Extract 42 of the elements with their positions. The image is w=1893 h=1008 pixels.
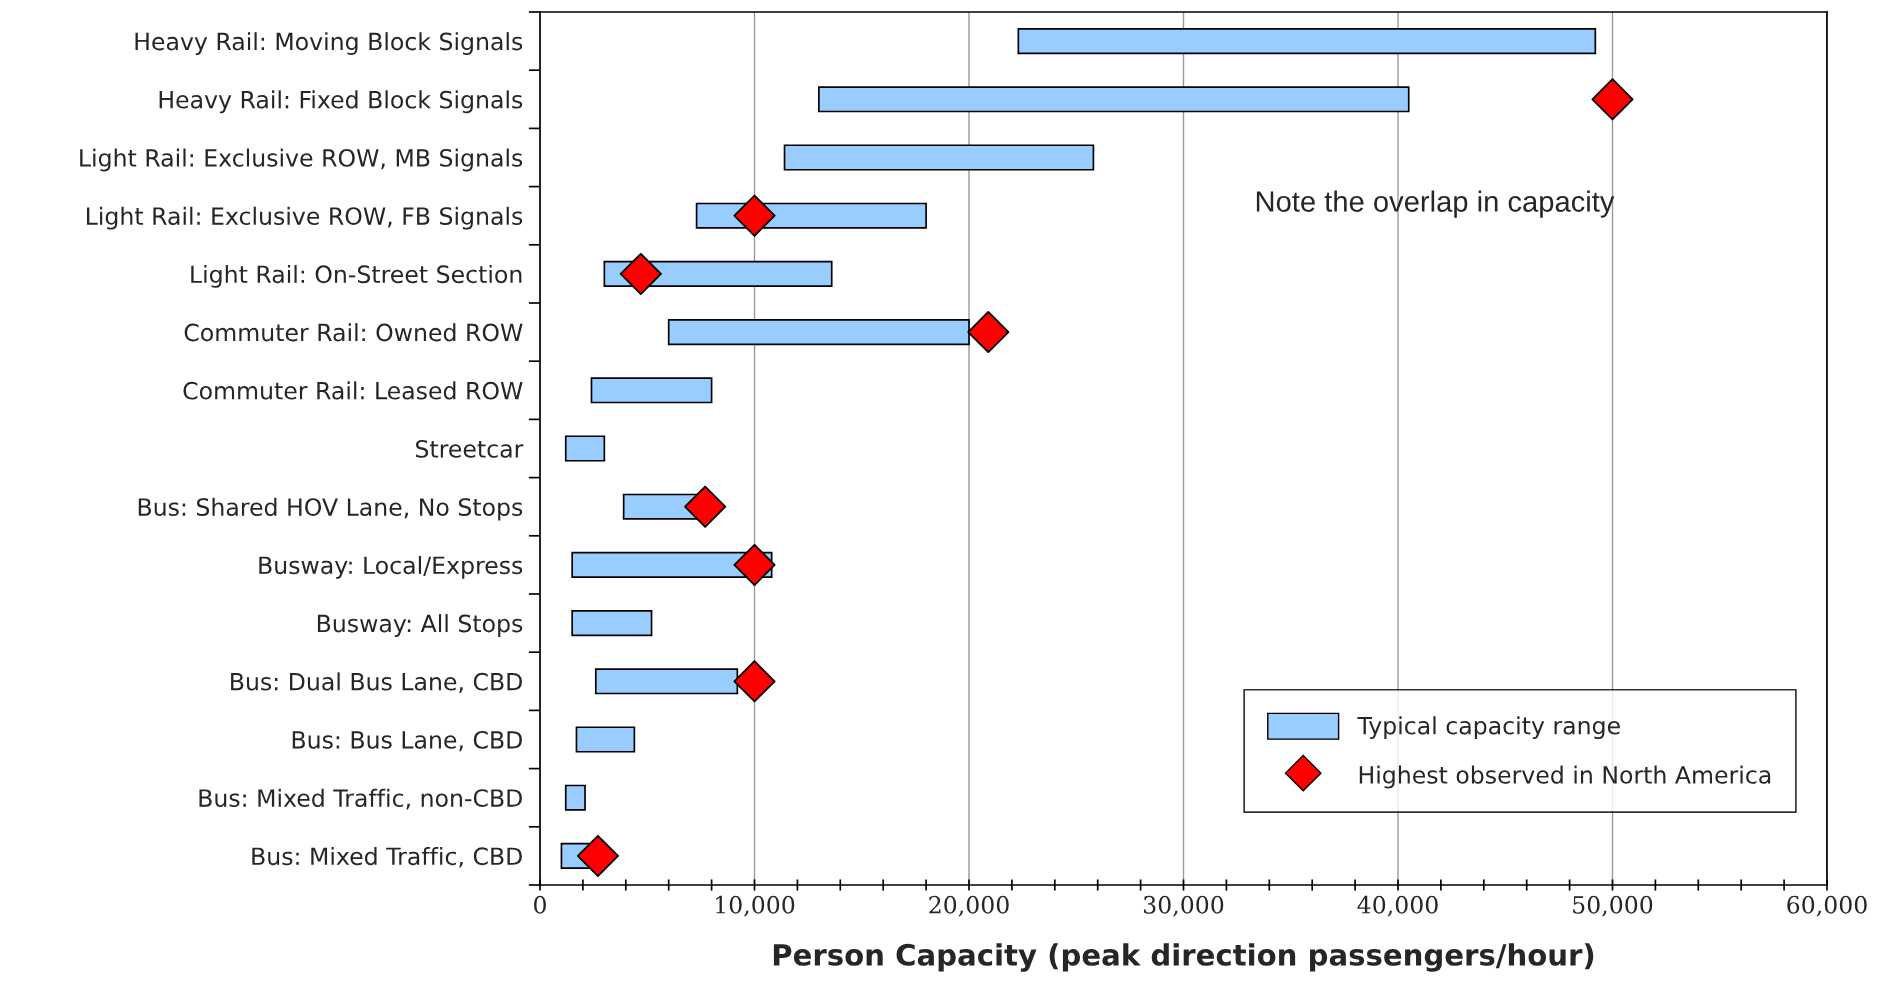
point: [684, 485, 727, 528]
point: [733, 543, 776, 586]
bar: [564, 784, 586, 811]
y-tick-label: Streetcar: [416, 439, 524, 458]
point: [967, 311, 1010, 354]
x-tick-label: 0: [534, 895, 546, 914]
x-tick-label: 30,000: [1143, 895, 1224, 917]
x-tick-label: 50,000: [1573, 895, 1653, 917]
x-tick-label: 20,000: [929, 895, 1009, 917]
x-tick-label: 40,000: [1357, 895, 1438, 917]
legend-label: Highest observed in North America: [1359, 765, 1771, 789]
point: [733, 194, 776, 237]
y-tick-label: Bus: Shared HOV Lane, No Stops: [138, 497, 523, 521]
bar: [575, 726, 636, 753]
y-tick-label: Busway: Local/Express: [259, 555, 523, 579]
legend-label: Typical capacity range: [1357, 716, 1620, 740]
point: [733, 660, 776, 703]
y-tick-label: Light Rail: On-Street Section: [191, 264, 522, 288]
bar: [818, 86, 1410, 113]
bar: [1017, 28, 1597, 55]
y-tick-label: Commuter Rail: Owned ROW: [184, 323, 523, 342]
y-tick-label: Light Rail: Exclusive ROW, MB Signals: [80, 148, 523, 172]
y-tick-label: Heavy Rail: Moving Block Signals: [135, 32, 523, 55]
y-tick-label: Busway: All Stops: [317, 614, 523, 637]
point: [576, 834, 619, 877]
point: [1591, 78, 1634, 121]
point: [619, 252, 662, 295]
bar: [564, 435, 606, 462]
bar: [783, 144, 1095, 171]
x-tick-label: 10,000: [716, 895, 795, 917]
y-tick-label: Commuter Rail: Leased ROW: [183, 381, 523, 400]
y-tick-label: Bus: Dual Bus Lane, CBD: [231, 672, 522, 694]
x-tick-label: 60,000: [1787, 895, 1867, 917]
y-tick-label: Heavy Rail: Fixed Block Signals: [159, 90, 523, 114]
bar: [590, 377, 713, 404]
y-tick-label: Bus: Bus Lane, CBD: [292, 730, 522, 752]
y-tick-label: Light Rail: Exclusive ROW, FB Signals: [86, 206, 523, 230]
y-tick-label: Bus: Mixed Traffic, non-CBD: [199, 788, 522, 810]
annotation: Note the overlap in capacity: [1256, 190, 1615, 218]
y-tick-label: Bus: Mixed Traffic, CBD: [252, 846, 522, 868]
x-axis-title: Person Capacity (peak direction passengers/hour): [773, 943, 1594, 972]
bar: [571, 610, 653, 637]
